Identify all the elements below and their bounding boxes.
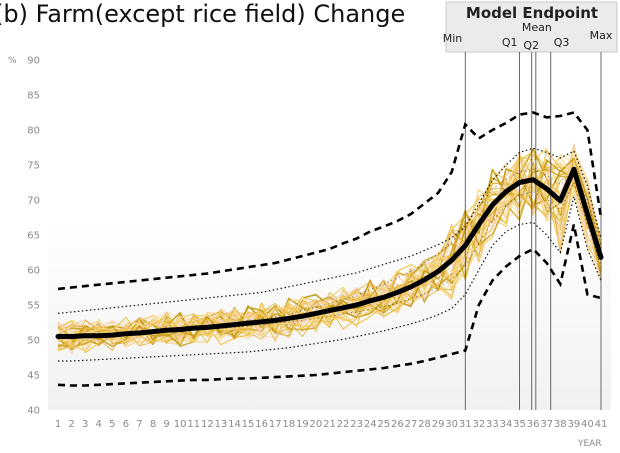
x-tick-label: 10 [174, 419, 187, 430]
x-tick-label: 7 [136, 419, 142, 430]
y-tick-label: 90 [27, 56, 40, 67]
inner-upper-dotted-line [57, 147, 602, 314]
x-tick-label: 1 [55, 419, 61, 430]
y-tick-label: 75 [27, 161, 40, 172]
x-tick-label: 29 [432, 419, 445, 430]
y-tick-label: 50 [27, 336, 40, 347]
endpoint-label: Q2 [523, 39, 539, 52]
x-tick-label: 25 [377, 419, 390, 430]
endpoint-title: Model Endpoint [466, 4, 598, 22]
endpoint-label: Mean [522, 21, 552, 34]
x-tick-label: 37 [540, 419, 553, 430]
x-tick-label: 14 [228, 419, 241, 430]
x-tick-label: 9 [163, 419, 169, 430]
x-tick-label: 11 [187, 419, 200, 430]
outer-upper-dashed-line [57, 111, 603, 291]
endpoint-label: Q3 [554, 36, 570, 49]
x-axis: 1 2 3 4 5 6 7 8 9 10 11 12 13 14 15 16 17 18 19 20 21 22 23 24 2… [55, 419, 608, 430]
y-tick-label: 60 [27, 266, 40, 277]
y-tick-label: 45 [27, 371, 40, 382]
x-tick-label: 38 [554, 419, 567, 430]
outer-lower-dashed-line [57, 224, 602, 387]
x-tick-label: 36 [527, 419, 540, 430]
x-tick-label: 3 [82, 419, 88, 430]
x-tick-label: 31 [459, 419, 472, 430]
statistic-lines [55, 111, 604, 387]
x-tick-label: 12 [201, 419, 214, 430]
y-axis: 40 45 50 55 60 65 70 75 80 85 90 [27, 56, 40, 417]
y-tick-label: 80 [27, 126, 40, 137]
model-run-line [57, 153, 602, 347]
model-run-line [57, 155, 602, 352]
x-tick-label: 4 [96, 419, 102, 430]
x-tick-label: 2 [68, 419, 74, 430]
x-tick-label: 28 [418, 419, 431, 430]
y-tick-label: 55 [27, 301, 40, 312]
x-tick-label: 23 [350, 419, 363, 430]
x-axis-label: YEAR [577, 439, 602, 449]
x-tick-label: 24 [364, 419, 377, 430]
x-tick-label: 34 [500, 419, 513, 430]
x-tick-label: 41 [595, 419, 608, 430]
inner-lower-dotted-line [58, 196, 602, 362]
y-tick-label: 65 [27, 231, 40, 242]
x-tick-label: 22 [337, 419, 350, 430]
model-run-line [57, 177, 602, 348]
x-tick-label: 40 [581, 419, 594, 430]
x-tick-label: 18 [282, 419, 295, 430]
x-tick-label: 5 [109, 419, 115, 430]
endpoint-label: Max [590, 29, 613, 42]
x-tick-label: 15 [242, 419, 255, 430]
y-tick-label: 70 [27, 196, 40, 207]
x-tick-label: 8 [150, 419, 156, 430]
x-tick-label: 16 [255, 419, 268, 430]
endpoint-label: Q1 [502, 36, 518, 49]
x-tick-label: 30 [445, 419, 458, 430]
model-run-line [57, 150, 602, 354]
chart-title: (b) Farm(except rice field) Change [0, 0, 405, 28]
x-tick-label: 35 [513, 419, 526, 430]
x-tick-label: 32 [472, 419, 485, 430]
plot-background [48, 60, 611, 410]
x-tick-label: 21 [323, 419, 336, 430]
x-tick-label: 17 [269, 419, 282, 430]
mean-line [55, 166, 604, 339]
x-tick-label: 27 [405, 419, 418, 430]
x-tick-label: 6 [123, 419, 129, 430]
y-tick-label: 85 [27, 91, 40, 102]
x-tick-label: 39 [567, 419, 580, 430]
x-tick-label: 26 [391, 419, 404, 430]
endpoint-panel [445, 1, 618, 53]
y-axis-unit: % [8, 56, 17, 66]
x-tick-label: 33 [486, 419, 499, 430]
endpoint-label: Min [443, 32, 463, 45]
y-tick-label: 40 [27, 406, 40, 417]
x-tick-label: 19 [296, 419, 309, 430]
x-tick-label: 20 [310, 419, 323, 430]
x-tick-label: 13 [215, 419, 228, 430]
